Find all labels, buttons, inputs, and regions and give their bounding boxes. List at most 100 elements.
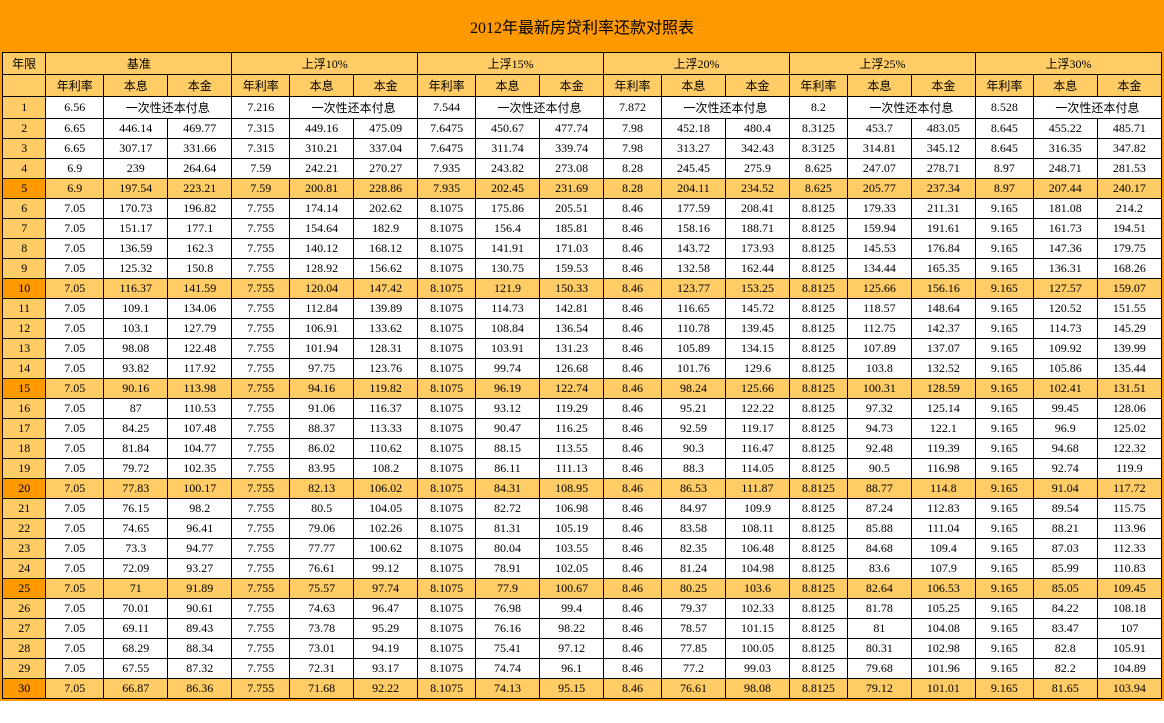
rate-cell: 9.165 <box>975 419 1033 439</box>
principal-interest-cell: 90.47 <box>476 419 540 439</box>
rate-cell: 8.28 <box>604 179 662 199</box>
principal-interest-cell: 78.57 <box>661 619 725 639</box>
principal-cell: 108.95 <box>540 479 604 499</box>
principal-cell: 145.29 <box>1097 319 1161 339</box>
principal-cell: 469.77 <box>168 119 232 139</box>
rate-cell: 7.05 <box>46 299 104 319</box>
principal-cell: 150.8 <box>168 259 232 279</box>
principal-cell: 89.43 <box>168 619 232 639</box>
principal-cell: 240.17 <box>1097 179 1161 199</box>
table-row: 177.0584.25107.487.75588.37113.338.10759… <box>3 419 1162 439</box>
principal-cell: 95.29 <box>354 619 418 639</box>
table-row: 16.56一次性还本付息7.216一次性还本付息7.544一次性还本付息7.87… <box>3 97 1162 119</box>
rate-cell: 9.165 <box>975 319 1033 339</box>
principal-interest-cell: 170.73 <box>104 199 168 219</box>
rate-cell: 7.05 <box>46 219 104 239</box>
principal-interest-cell: 84.97 <box>661 499 725 519</box>
principal-interest-cell: 174.14 <box>290 199 354 219</box>
principal-interest-cell: 107.89 <box>847 339 911 359</box>
principal-cell: 111.87 <box>725 479 789 499</box>
principal-interest-cell: 242.21 <box>290 159 354 179</box>
year-cell: 10 <box>3 279 46 299</box>
year-cell: 11 <box>3 299 46 319</box>
principal-cell: 228.86 <box>354 179 418 199</box>
principal-cell: 273.08 <box>540 159 604 179</box>
principal-cell: 105.25 <box>911 599 975 619</box>
principal-cell: 101.01 <box>911 679 975 699</box>
principal-cell: 98.22 <box>540 619 604 639</box>
year-cell: 23 <box>3 539 46 559</box>
principal-interest-cell: 76.15 <box>104 499 168 519</box>
principal-interest-cell: 98.24 <box>661 379 725 399</box>
principal-interest-cell: 243.82 <box>476 159 540 179</box>
principal-interest-cell: 94.16 <box>290 379 354 399</box>
principal-cell: 110.53 <box>168 399 232 419</box>
principal-cell: 147.42 <box>354 279 418 299</box>
principal-interest-cell: 81.24 <box>661 559 725 579</box>
principal-cell: 114.05 <box>725 459 789 479</box>
rate-cell: 7.05 <box>46 479 104 499</box>
principal-interest-cell: 77.85 <box>661 639 725 659</box>
principal-cell: 485.71 <box>1097 119 1161 139</box>
principal-interest-cell: 91.04 <box>1033 479 1097 499</box>
principal-interest-cell: 161.73 <box>1033 219 1097 239</box>
principal-interest-cell: 114.73 <box>476 299 540 319</box>
principal-cell: 103.94 <box>1097 679 1161 699</box>
principal-interest-cell: 97.75 <box>290 359 354 379</box>
rate-cell: 9.165 <box>975 499 1033 519</box>
principal-cell: 108.18 <box>1097 599 1161 619</box>
table-row: 167.0587110.537.75591.06116.378.107593.1… <box>3 399 1162 419</box>
principal-cell: 115.75 <box>1097 499 1161 519</box>
principal-interest-cell: 86.11 <box>476 459 540 479</box>
table-row: 257.057191.897.75575.5797.748.107577.910… <box>3 579 1162 599</box>
rate-cell: 8.8125 <box>790 259 848 279</box>
rate-cell: 6.9 <box>46 159 104 179</box>
rate-cell: 8.8125 <box>790 619 848 639</box>
rate-cell: 9.165 <box>975 619 1033 639</box>
year-cell: 14 <box>3 359 46 379</box>
rate-cell: 7.755 <box>232 599 290 619</box>
header-group-3: 上浮20% <box>604 53 790 75</box>
principal-interest-cell: 85.05 <box>1033 579 1097 599</box>
principal-interest-cell: 94.68 <box>1033 439 1097 459</box>
principal-interest-cell: 83.6 <box>847 559 911 579</box>
rate-cell: 7.98 <box>604 139 662 159</box>
header-sub-4-0: 年利率 <box>790 75 848 97</box>
year-cell: 4 <box>3 159 46 179</box>
rate-cell: 8.46 <box>604 459 662 479</box>
principal-interest-cell: 81.65 <box>1033 679 1097 699</box>
year-cell: 26 <box>3 599 46 619</box>
rate-cell: 8.46 <box>604 419 662 439</box>
principal-cell: 119.82 <box>354 379 418 399</box>
principal-cell: 194.51 <box>1097 219 1161 239</box>
principal-interest-cell: 120.52 <box>1033 299 1097 319</box>
principal-cell: 103.6 <box>725 579 789 599</box>
principal-cell: 205.51 <box>540 199 604 219</box>
rate-cell: 7.755 <box>232 219 290 239</box>
table-row: 56.9197.54223.217.59200.81228.867.935202… <box>3 179 1162 199</box>
principal-interest-cell: 103.1 <box>104 319 168 339</box>
principal-interest-cell: 82.8 <box>1033 639 1097 659</box>
table-row: 87.05136.59162.37.755140.12168.128.10751… <box>3 239 1162 259</box>
rate-cell: 8.46 <box>604 619 662 639</box>
rate-cell: 8.625 <box>790 159 848 179</box>
rate-cell: 8.1075 <box>418 499 476 519</box>
rate-cell: 7.05 <box>46 659 104 679</box>
rate-cell: 7.935 <box>418 159 476 179</box>
principal-cell: 134.06 <box>168 299 232 319</box>
header-group-4: 上浮25% <box>790 53 976 75</box>
year-cell: 5 <box>3 179 46 199</box>
principal-interest-cell: 205.77 <box>847 179 911 199</box>
rate-cell: 8.1075 <box>418 239 476 259</box>
rate-cell: 7.05 <box>46 199 104 219</box>
principal-cell: 112.33 <box>1097 539 1161 559</box>
header-sub-3-0: 年利率 <box>604 75 662 97</box>
year-cell: 12 <box>3 319 46 339</box>
principal-cell: 99.03 <box>725 659 789 679</box>
principal-interest-cell: 73.01 <box>290 639 354 659</box>
principal-interest-cell: 82.72 <box>476 499 540 519</box>
rate-cell: 8.8125 <box>790 499 848 519</box>
rate-cell: 8.8125 <box>790 679 848 699</box>
principal-cell: 106.48 <box>725 539 789 559</box>
principal-cell: 92.22 <box>354 679 418 699</box>
